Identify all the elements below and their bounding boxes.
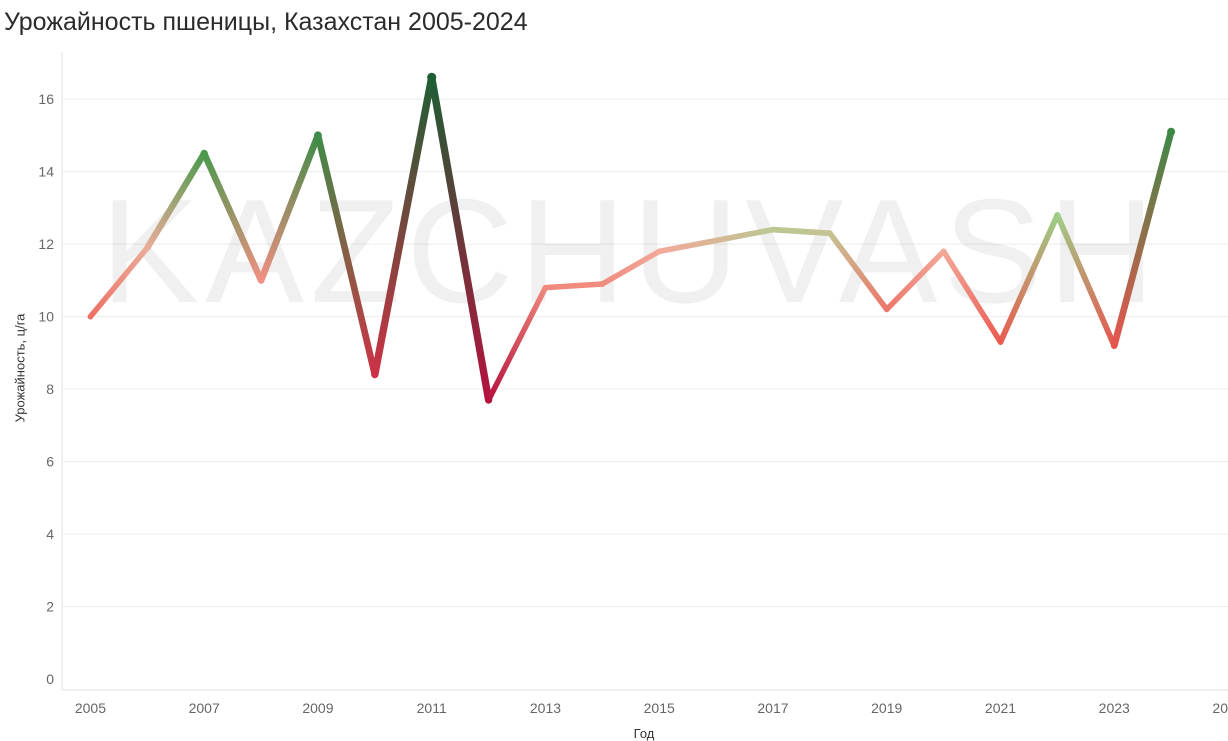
x-tick-label: 2017: [757, 700, 788, 716]
data-point[interactable]: [372, 371, 378, 378]
line-segment: [599, 248, 662, 287]
y-tick-label: 14: [38, 164, 54, 180]
data-point[interactable]: [1111, 342, 1117, 349]
line-segment: [1054, 212, 1118, 349]
x-tick-label: 2005: [75, 700, 106, 716]
chart-title: Урожайность пшеницы, Казахстан 2005-2024: [4, 8, 528, 36]
line-segment: [314, 132, 379, 378]
data-point[interactable]: [1167, 127, 1176, 136]
line-segment: [656, 237, 719, 255]
line-segment: [87, 245, 151, 320]
data-point[interactable]: [314, 131, 322, 140]
data-point[interactable]: [770, 226, 776, 233]
line-segment: [883, 248, 947, 313]
data-point[interactable]: [485, 397, 492, 403]
x-tick-label: 2011: [417, 700, 447, 716]
gridlines: [61, 52, 1228, 691]
data-point[interactable]: [427, 72, 437, 82]
line-segment: [1110, 128, 1175, 349]
data-point[interactable]: [258, 277, 264, 284]
data-point[interactable]: [940, 248, 947, 255]
x-tick-label: 2007: [189, 700, 220, 716]
x-axis-ticks: 2005 2007 2009 2011 2013 2015 2017 2019 2021 2023…: [75, 700, 1228, 716]
line-segment: [257, 132, 322, 284]
yield-line: [87, 72, 1176, 404]
line-segment: [713, 226, 776, 244]
data-point[interactable]: [87, 313, 94, 320]
data-point[interactable]: [542, 284, 549, 291]
line-segment: [997, 212, 1061, 345]
data-point[interactable]: [713, 237, 719, 244]
y-tick-label: 0: [46, 671, 54, 687]
y-tick-label: 16: [38, 91, 54, 107]
data-point[interactable]: [883, 306, 890, 313]
x-tick-label: 2015: [644, 700, 675, 716]
line-segment: [827, 230, 890, 313]
y-tick-label: 12: [38, 236, 54, 252]
line-segment: [428, 73, 493, 404]
data-point[interactable]: [997, 339, 1004, 345]
line-segment: [485, 284, 549, 403]
data-point[interactable]: [144, 245, 151, 251]
y-tick-label: 6: [46, 454, 54, 470]
x-tick-label: 2019: [871, 700, 902, 716]
y-tick-label: 8: [46, 381, 54, 397]
x-tick-label: 2009: [302, 700, 333, 716]
data-point[interactable]: [200, 149, 208, 158]
data-point[interactable]: [599, 281, 606, 287]
line-segment: [542, 281, 606, 291]
line-segment: [371, 73, 436, 379]
line-segment: [770, 226, 833, 237]
y-tick-label: 4: [46, 526, 54, 542]
watermark-text: KAZCHUVASH: [101, 169, 1162, 334]
line-segment: [200, 150, 265, 284]
y-tick-label: 10: [38, 309, 54, 325]
x-tick-label: 2025: [1212, 700, 1228, 716]
y-tick-label: 2: [46, 599, 54, 615]
data-point[interactable]: [1054, 212, 1061, 219]
x-tick-label: 2021: [985, 700, 1016, 716]
line-segment: [940, 248, 1004, 345]
data-point[interactable]: [826, 230, 833, 237]
line-segment: [144, 150, 208, 251]
data-point[interactable]: [656, 248, 662, 255]
y-axis-ticks: 0 2 4 6 8 10 12 14 16: [38, 91, 54, 687]
x-tick-label: 2013: [530, 700, 561, 716]
x-tick-label: 2023: [1099, 700, 1130, 716]
